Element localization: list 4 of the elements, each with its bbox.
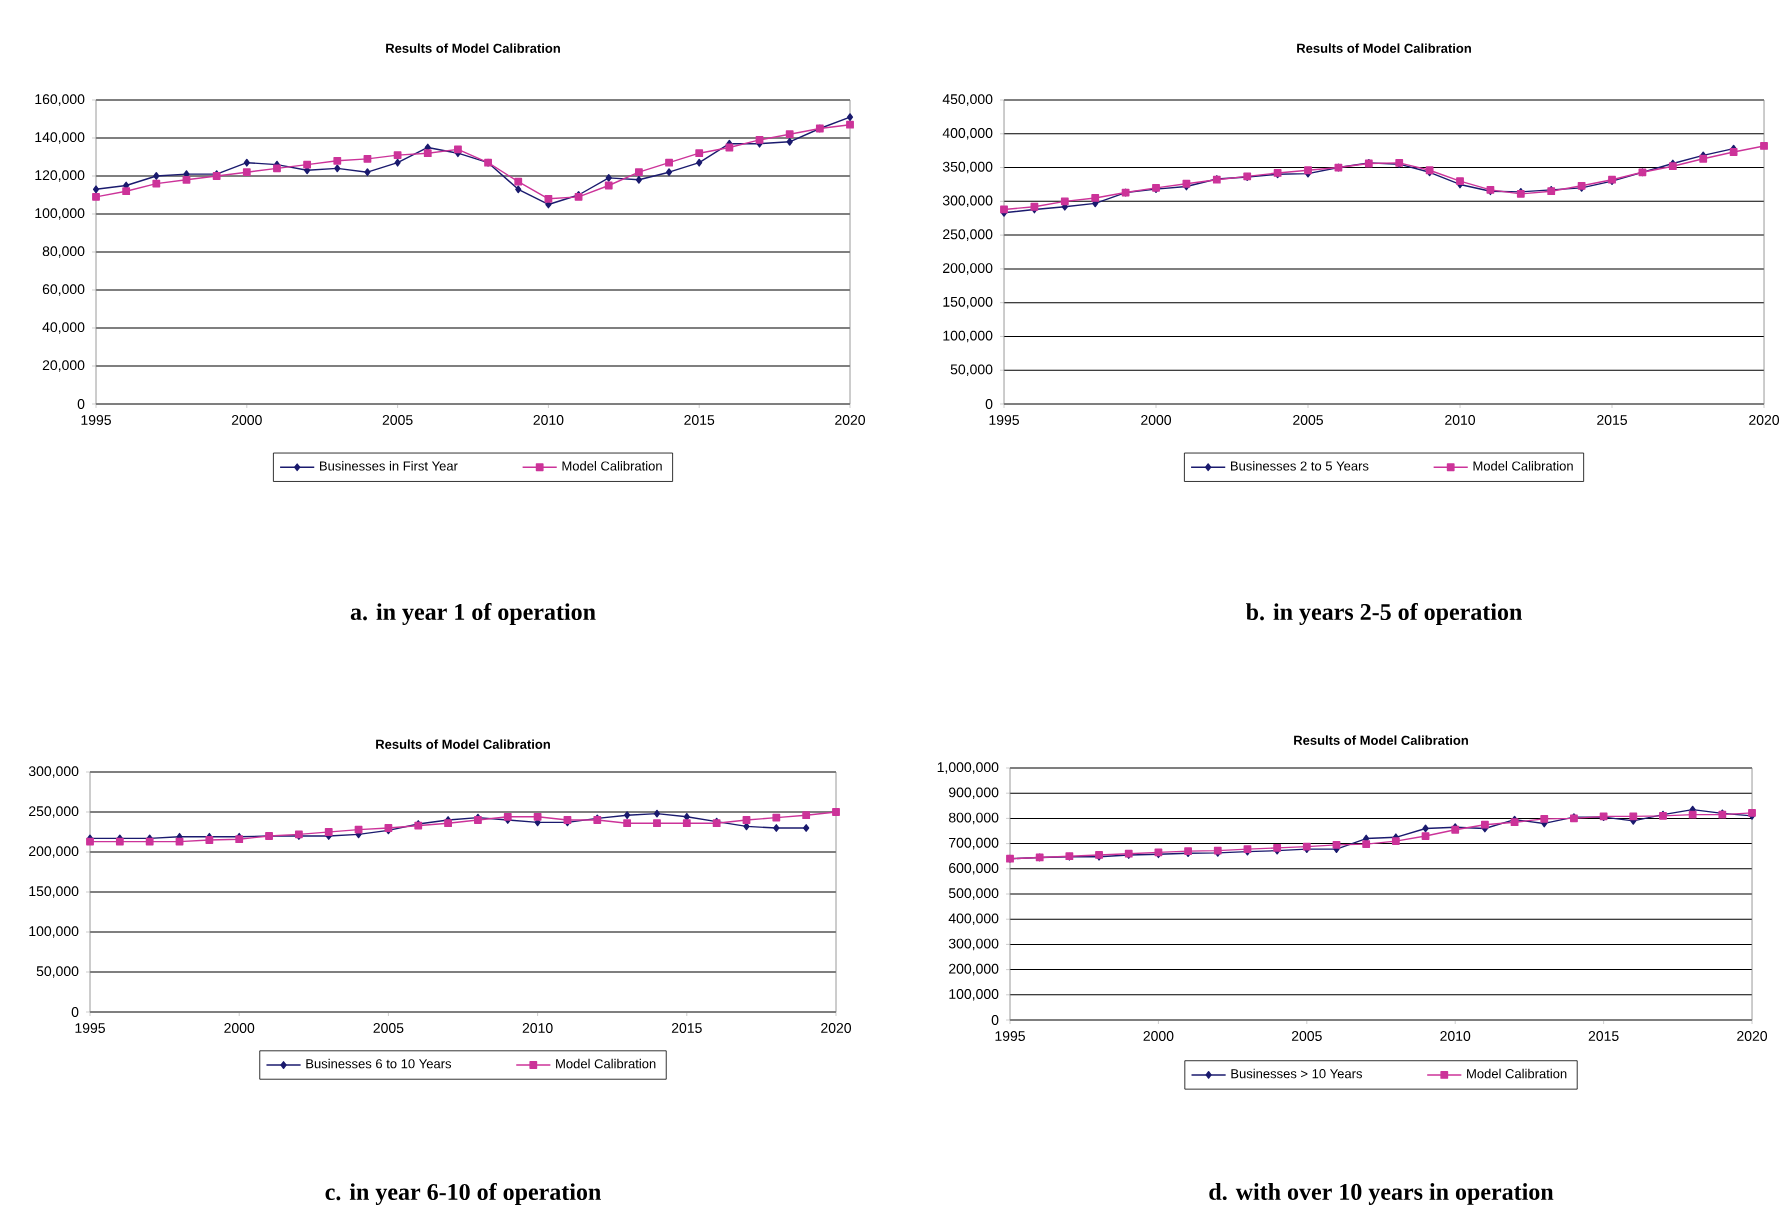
- text: b. in years 2-5 of operation: [1246, 602, 1522, 626]
- text: a. in year 1 of operation: [350, 602, 596, 626]
- text: c. in year 6-10 of operation: [325, 1182, 601, 1206]
- text: d. with over 10 years in operation: [1209, 1183, 1554, 1205]
